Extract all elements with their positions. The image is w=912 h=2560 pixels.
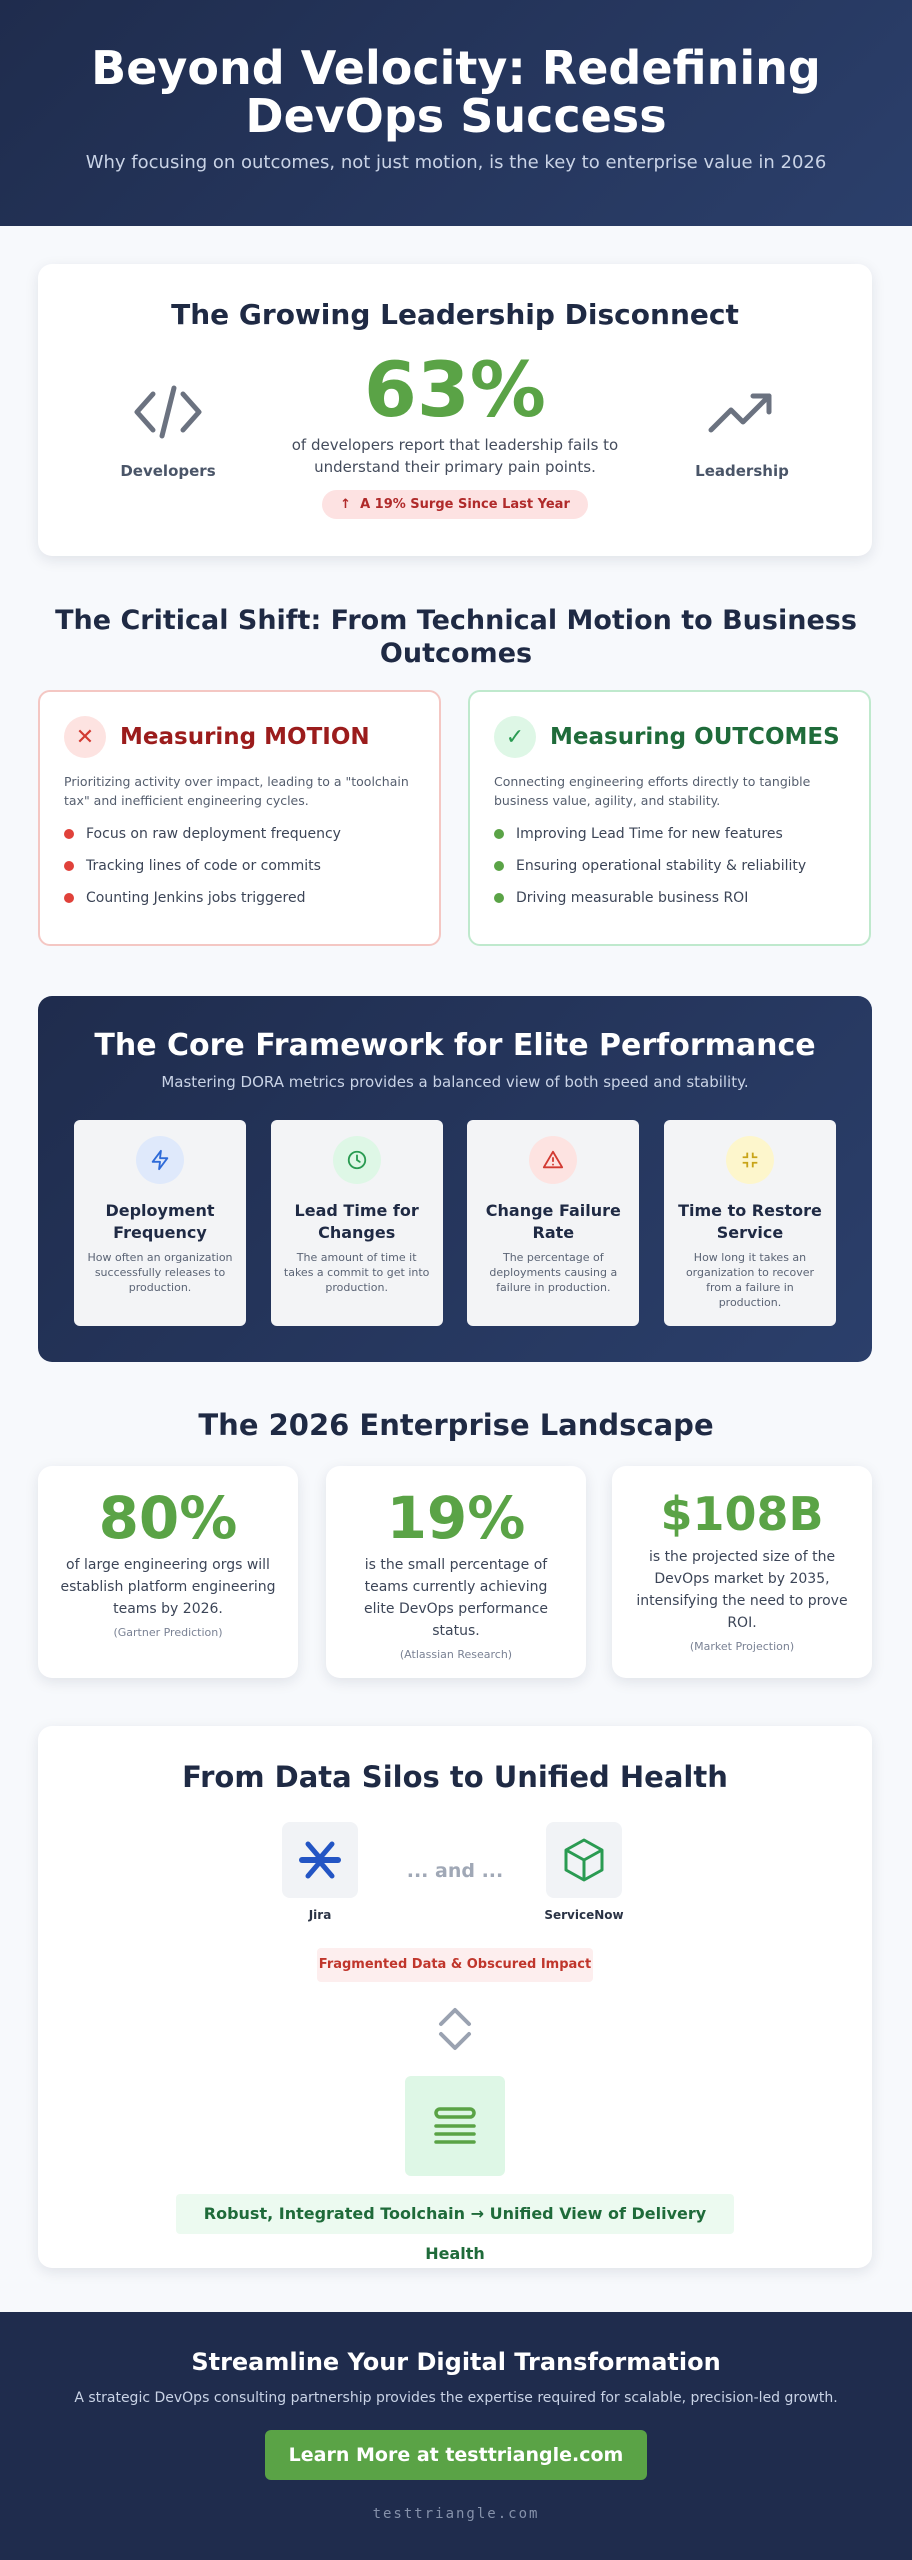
page-subtitle: Why focusing on outcomes, not just motio… [85, 152, 827, 173]
clock-icon [332, 1136, 381, 1184]
check-icon: ✓ [494, 716, 536, 758]
landscape-stat-card: 80% of large engineering orgs will estab… [38, 1466, 298, 1678]
minimize-icon [725, 1136, 774, 1184]
list-item: Tracking lines of code or commits [64, 858, 415, 874]
jira-tool: Jira [280, 1822, 360, 1922]
metric-description: How long it takes an organization to rec… [685, 1251, 814, 1309]
jira-label: Jira [308, 1908, 332, 1922]
fragmented-badge: Fragmented Data & Obscured Impact [317, 1948, 593, 1982]
metric-description: How often an organization successfully r… [87, 1251, 233, 1294]
metric-card-change-failure-rate: Change Failure Rate The percentage of de… [467, 1120, 640, 1326]
metric-title: Deployment Frequency [105, 1201, 215, 1242]
leadership-label: Leadership [695, 462, 789, 480]
list-item: Ensuring operational stability & reliabi… [494, 858, 845, 874]
unified-result-banner: Robust, Integrated Toolchain → Unified V… [176, 2194, 734, 2263]
landscape-stat-value: $108B [660, 1487, 824, 1541]
warning-icon [529, 1136, 578, 1184]
leadership-column: Leadership [662, 384, 822, 480]
arrow-up-icon: ↑ [340, 497, 352, 512]
footer-cta-section: Streamline Your Digital Transformation A… [0, 2312, 912, 2560]
landscape-stat-description: is the small percentage of teams current… [364, 1557, 548, 1639]
landscape-stat-card: 19% is the small percentage of teams cur… [326, 1466, 586, 1678]
motion-title: Measuring MOTION [120, 724, 370, 750]
list-item: Driving measurable business ROI [494, 890, 845, 906]
outcomes-intro: Connecting engineering efforts directly … [494, 774, 811, 808]
framework-title: The Core Framework for Elite Performance [94, 1028, 816, 1063]
landscape-stat-value: 19% [386, 1484, 526, 1552]
outcomes-title: Measuring OUTCOMES [550, 724, 840, 750]
silos-card: From Data Silos to Unified Health Jira .… [38, 1726, 872, 2268]
metric-description: The amount of time it takes a commit to … [283, 1251, 430, 1294]
hero-header: Beyond Velocity: Redefining DevOps Succe… [0, 0, 912, 226]
landscape-stat-description: of large engineering orgs will establish… [60, 1557, 276, 1617]
jira-icon [282, 1822, 358, 1898]
framework-panel: The Core Framework for Elite Performance… [38, 996, 872, 1362]
landscape-stat-source: (Market Projection) [689, 1640, 795, 1653]
landscape-stat-card: $108B is the projected size of the DevOp… [612, 1466, 872, 1678]
surge-badge-label: A 19% Surge Since Last Year [360, 497, 570, 512]
servicenow-label: ServiceNow [544, 1908, 624, 1922]
page-title: Beyond Velocity: Redefining DevOps Succe… [91, 41, 821, 143]
outcomes-card: ✓ Measuring OUTCOMES Connecting engineer… [468, 690, 871, 946]
shift-title: The Critical Shift: From Technical Motio… [55, 605, 857, 669]
code-icon [133, 385, 203, 444]
servicenow-tool: ServiceNow [544, 1822, 624, 1922]
landscape-stat-source: (Gartner Prediction) [113, 1626, 223, 1639]
footer-site-link[interactable]: testtriangle.com [372, 2506, 540, 2522]
list-item: Improving Lead Time for new features [494, 826, 845, 842]
landscape-stat-source: (Atlassian Research) [399, 1648, 513, 1661]
landscape-stat-value: 80% [98, 1484, 238, 1552]
silos-title: From Data Silos to Unified Health [182, 1760, 728, 1794]
developers-column: Developers [88, 384, 248, 480]
disconnect-card: The Growing Leadership Disconnect Develo… [38, 264, 872, 556]
motion-card: ✕ Measuring MOTION Prioritizing activity… [38, 690, 441, 946]
landscape-title: The 2026 Enterprise Landscape [198, 1408, 714, 1442]
and-text: ... and ... [406, 1860, 504, 1882]
trending-up-icon [707, 393, 777, 444]
cube-icon [546, 1822, 622, 1898]
metric-title: Change Failure Rate [485, 1201, 621, 1242]
metric-card-time-to-restore: Time to Restore Service How long it take… [663, 1120, 836, 1326]
metric-card-deployment-frequency: Deployment Frequency How often an organi… [74, 1120, 246, 1326]
footer-title: Streamline Your Digital Transformation [191, 2348, 721, 2376]
list-item: Counting Jenkins jobs triggered [64, 890, 415, 906]
disconnect-stat: 63% of developers report that leadership… [265, 348, 645, 519]
stack-icon [405, 2076, 505, 2176]
landscape-stat-description: is the projected size of the DevOps mark… [636, 1549, 848, 1631]
metric-title: Lead Time for Changes [294, 1201, 419, 1242]
learn-more-button[interactable]: Learn More at testtriangle.com [265, 2430, 647, 2480]
stat-value: 63% [364, 345, 546, 434]
chevron-up-down-icon [433, 2004, 477, 2058]
disconnect-title: The Growing Leadership Disconnect [171, 298, 739, 331]
lightning-icon [136, 1136, 184, 1184]
metric-description: The percentage of deployments causing a … [489, 1251, 618, 1294]
footer-subtitle: A strategic DevOps consulting partnershi… [74, 2390, 838, 2406]
metric-card-lead-time: Lead Time for Changes The amount of time… [270, 1120, 443, 1326]
stat-description: of developers report that leadership fai… [291, 436, 619, 476]
metric-title: Time to Restore Service [678, 1201, 822, 1242]
developers-label: Developers [120, 462, 216, 480]
list-item: Focus on raw deployment frequency [64, 826, 415, 842]
surge-badge: ↑ A 19% Surge Since Last Year [322, 490, 588, 519]
close-icon: ✕ [64, 716, 106, 758]
framework-subtitle: Mastering DORA metrics provides a balanc… [161, 1073, 749, 1091]
motion-intro: Prioritizing activity over impact, leadi… [64, 774, 409, 808]
